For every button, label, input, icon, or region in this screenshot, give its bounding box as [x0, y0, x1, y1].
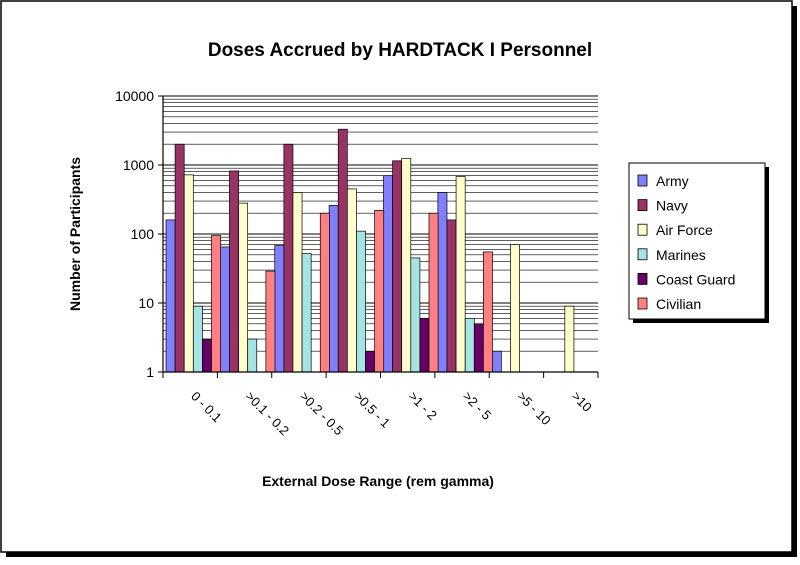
legend-swatch-coast-guard	[637, 272, 648, 285]
legend-label-army: Army	[656, 173, 689, 189]
bar-army	[383, 175, 393, 373]
bars	[165, 128, 575, 373]
bar-army	[165, 219, 176, 373]
bar-air-force	[401, 157, 412, 373]
bar-civilian	[319, 212, 330, 373]
legend-label-marines: Marines	[656, 247, 706, 263]
bar-civilian	[428, 212, 439, 373]
bar-air-force	[564, 305, 575, 373]
y-axis-label: Number of Participants	[67, 157, 83, 311]
bar-coast-guard	[202, 338, 212, 373]
bar-air-force	[455, 176, 466, 373]
legend-swatch-civilian	[637, 297, 648, 310]
y-tick-label: 1000	[123, 157, 154, 173]
bar-coast-guard	[419, 317, 430, 373]
legend-label-navy: Navy	[656, 198, 688, 214]
bar-coast-guard	[365, 350, 375, 373]
axes	[158, 95, 599, 378]
bar-air-force	[510, 244, 520, 373]
bar-civilian	[374, 210, 385, 373]
legend-swatch-navy	[637, 199, 648, 212]
bar-navy	[392, 160, 403, 373]
bar-army	[328, 205, 339, 373]
bar-air-force	[346, 188, 357, 373]
bar-marines	[301, 253, 312, 373]
bar-coast-guard	[473, 323, 484, 373]
bar-civilian	[483, 251, 493, 373]
y-tick-label: 1	[146, 364, 154, 380]
y-tick-label: 100	[131, 226, 155, 242]
chart-title: Doses Accrued by HARDTACK I Personnel	[208, 40, 592, 61]
bar-marines	[247, 338, 258, 373]
y-tick-label: 10000	[115, 88, 154, 104]
bar-civilian	[211, 235, 221, 373]
legend-label-civilian: Civilian	[656, 296, 701, 312]
bar-army	[274, 245, 285, 373]
bar-navy	[337, 128, 348, 373]
bar-air-force	[183, 174, 194, 373]
y-tick-labels: 1 10 100 1000 10000	[115, 88, 154, 380]
legend-box	[628, 162, 766, 320]
bar-air-force	[238, 202, 249, 373]
bar-navy	[229, 170, 239, 373]
bar-marines	[410, 257, 421, 373]
bar-navy	[446, 219, 457, 373]
bar-air-force	[292, 192, 303, 373]
bar-navy	[174, 143, 185, 373]
bar-marines	[356, 230, 366, 373]
bar-marines	[464, 317, 475, 373]
bar-army	[491, 350, 502, 373]
legend: Army Navy Air Force Marines Coast Guard Civil…	[628, 162, 769, 323]
legend-label-air-force: Air Force	[656, 222, 713, 238]
bar-army	[220, 246, 230, 373]
legend-swatch-army	[637, 174, 648, 187]
bar-civilian	[265, 270, 276, 373]
legend-swatch-marines	[637, 248, 648, 261]
legend-label-coast-guard: Coast Guard	[656, 271, 735, 287]
bar-navy	[283, 143, 294, 373]
y-tick-label: 10	[138, 295, 154, 311]
bar-army	[437, 192, 448, 373]
bar-marines	[192, 305, 203, 373]
x-axis-label: External Dose Range (rem gamma)	[262, 473, 494, 489]
legend-swatch-air-force	[637, 223, 648, 236]
